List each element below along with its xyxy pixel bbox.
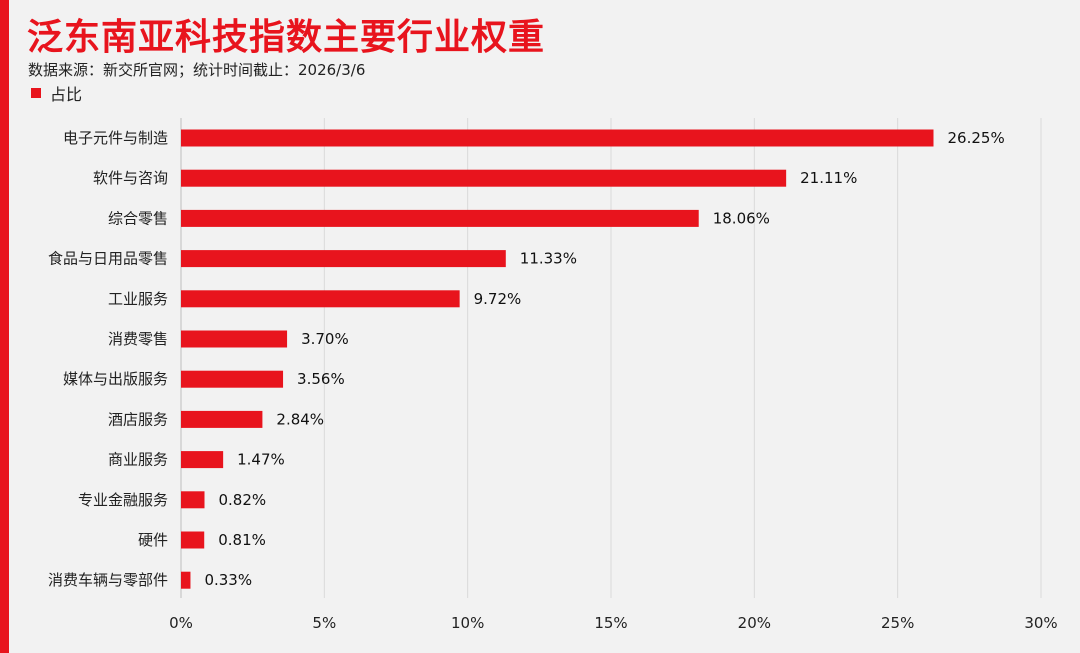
data-label: 0.82% [219,491,267,509]
bar [181,290,460,308]
x-tick-label: 0% [169,614,193,632]
category-label: 综合零售 [108,209,168,227]
category-label: 商业服务 [108,451,168,469]
category-label: 电子元件与制造 [63,129,168,147]
data-label: 3.56% [297,370,345,388]
data-label: 0.33% [204,571,252,589]
category-label: 酒店服务 [108,410,168,428]
legend-label: 占比 [50,85,83,104]
data-label: 18.06% [713,209,770,227]
category-label: 消费车辆与零部件 [48,571,168,589]
data-label: 0.81% [218,531,266,549]
bar [181,370,284,388]
category-label: 硬件 [138,531,168,549]
data-label: 3.70% [301,330,349,348]
data-label: 21.11% [800,169,857,187]
x-tick-label: 25% [881,614,914,632]
data-label: 9.72% [474,290,522,308]
bar [181,129,934,147]
bar [181,250,506,268]
data-label: 26.25% [948,129,1005,147]
bar [181,209,699,227]
legend-swatch [31,88,41,98]
category-label: 消费零售 [108,330,168,348]
x-tick-label: 5% [312,614,336,632]
category-label: 食品与日用品零售 [48,250,168,268]
bar [181,491,205,509]
category-label: 专业金融服务 [78,491,168,509]
data-label: 11.33% [520,250,577,268]
category-label: 软件与咨询 [93,169,168,187]
accent-stripe [0,0,9,653]
bar [181,410,263,428]
category-label: 工业服务 [108,290,168,308]
legend: 占比 [31,81,82,105]
x-tick-label: 15% [594,614,627,632]
bar [181,531,205,549]
chart-subtitle: 数据来源：新交所官网；统计时间截止：2026/3/6 [28,61,366,79]
x-tick-label: 30% [1024,614,1057,632]
bar [181,169,787,187]
data-label: 2.84% [276,410,324,428]
x-tick-label: 20% [738,614,771,632]
chart-title: 泛东南亚科技指数主要行业权重 [27,17,546,58]
category-label: 媒体与出版服务 [63,370,168,388]
bar [181,451,224,469]
x-tick-label: 10% [451,614,484,632]
bar [181,571,191,589]
bar [181,330,288,348]
data-label: 1.47% [237,451,285,469]
